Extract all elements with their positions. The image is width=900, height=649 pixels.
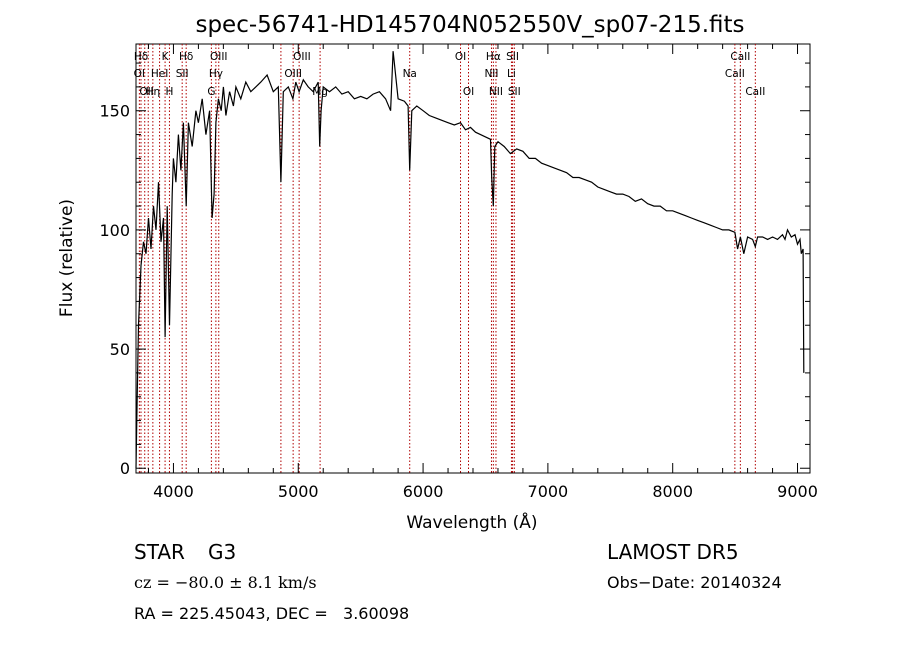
spectral-line-label: K (162, 51, 170, 63)
object-class: STAR (134, 540, 185, 564)
x-axis: 4000 5000 6000 7000 8000 9000 (147, 44, 818, 501)
x-tick-label: 7000 (528, 482, 569, 501)
y-axis: 0 50 100 150 (99, 62, 810, 478)
spectral-line-label: Hα (486, 51, 501, 63)
spectral-line-label: NII (489, 86, 503, 98)
y-axis-label: Flux (relative) (57, 199, 77, 317)
y-tick-label: 50 (110, 340, 130, 359)
object-subclass: G3 (208, 540, 237, 564)
spectral-line-label: OIII (284, 68, 302, 80)
y-tick-label: 0 (120, 459, 130, 478)
redshift-velocity: cz = −80.0 ± 8.1 km/s (134, 573, 317, 592)
spectral-line-markers (138, 44, 756, 473)
spectral-line-label: Mg (312, 86, 328, 98)
survey-name: LAMOST DR5 (607, 540, 739, 564)
plot-frame (135, 43, 811, 474)
spectral-line-label: OIII (210, 51, 228, 63)
x-tick-label: 6000 (403, 482, 444, 501)
y-tick-label: 100 (99, 221, 130, 240)
spectral-line-label: OII (139, 86, 153, 98)
spectral-line-label: OI (455, 51, 466, 63)
spectral-line-label: Hδ (134, 51, 148, 63)
y-tick-label: 150 (99, 102, 130, 121)
x-tick-label: 4000 (153, 482, 194, 501)
spectral-line-label: Na (403, 68, 417, 80)
spectral-line-label: Hδ (179, 51, 193, 63)
x-tick-label: 8000 (652, 482, 693, 501)
chart-title: spec-56741-HD145704N052550V_sp07-215.fit… (195, 12, 744, 38)
spectral-line-label: SII (176, 68, 189, 80)
spectral-line-label: OI (463, 86, 474, 98)
spectral-line-label: SII (506, 51, 519, 63)
spectral-line-label: Hη (146, 86, 161, 98)
spectral-line-label: HeI (151, 68, 168, 80)
x-axis-label: Wavelength (Å) (406, 511, 537, 533)
spectral-line-label: OI (134, 68, 145, 80)
spectral-line-labels: Hδ K Hδ OIII OIII OI Hα SII CaII OI HeI SII Hγ OIII Na… (134, 51, 766, 98)
spectral-line-label: Hγ (209, 68, 223, 80)
spectral-line-label: CaII (730, 51, 750, 63)
spectral-line-label: SII (508, 86, 521, 98)
spectral-line-label: H (165, 86, 173, 98)
spectral-line-label: NII (484, 68, 498, 80)
obs-date: Obs−Date: 20140324 (607, 573, 782, 592)
spectrum-line (135, 51, 805, 469)
spectral-line-label: OIII (293, 51, 311, 63)
spectral-line-label: CaII (745, 86, 765, 98)
ra-dec: RA = 225.45043, DEC = 3.60098 (134, 604, 410, 623)
spectral-line-label: Li (507, 68, 516, 80)
spectral-line-label: G (207, 86, 215, 98)
spectral-line-label: CaII (725, 68, 745, 80)
x-tick-label: 9000 (777, 482, 818, 501)
x-tick-label: 5000 (278, 482, 319, 501)
